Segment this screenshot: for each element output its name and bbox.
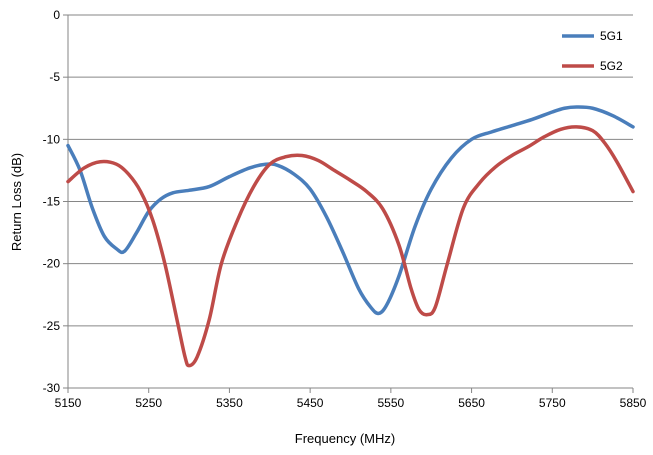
legend: 5G1 5G2	[562, 29, 623, 73]
x-axis-title: Frequency (MHz)	[295, 431, 395, 446]
y-tick-label: -20	[43, 257, 61, 271]
series-line-5g1	[66, 105, 635, 316]
x-tick-label: 5750	[539, 396, 566, 410]
x-tick-label: 5350	[216, 396, 243, 410]
x-tick-label: 5150	[55, 396, 82, 410]
y-tick-label: -30	[43, 381, 61, 395]
series-lines	[66, 105, 635, 368]
y-axis-title: Return Loss (dB)	[9, 153, 24, 251]
x-tick-label: 5550	[378, 396, 405, 410]
x-tick-label: 5250	[135, 396, 162, 410]
y-tick-label: -5	[49, 70, 60, 84]
legend-label-5g2: 5G2	[600, 59, 623, 73]
x-tick-label: 5650	[458, 396, 485, 410]
grid-lines	[68, 14, 633, 327]
y-tick-label: -10	[43, 132, 61, 146]
legend-label-5g1: 5G1	[600, 29, 623, 43]
x-tick-label: 5850	[620, 396, 647, 410]
series-line-5g2	[66, 125, 635, 368]
y-tick-label: -25	[43, 319, 61, 333]
y-tick-label: -15	[43, 195, 61, 209]
y-tick-label: 0	[53, 8, 60, 22]
axes	[63, 14, 634, 393]
x-tick-label: 5450	[297, 396, 324, 410]
